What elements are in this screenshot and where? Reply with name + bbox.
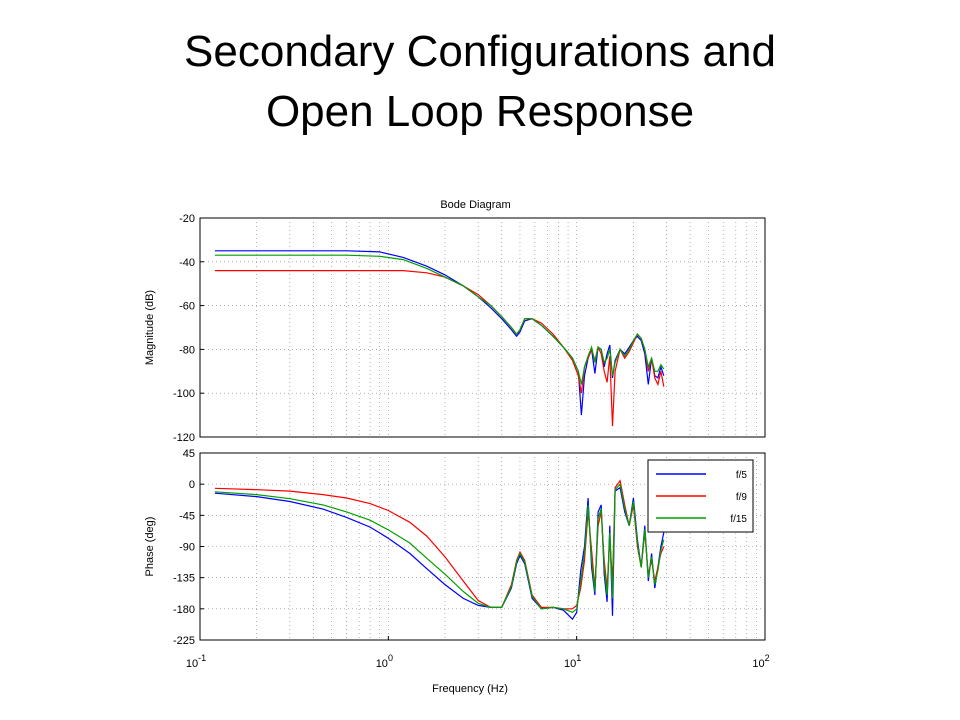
x-axis-label: Frequency (Hz): [432, 683, 508, 695]
x-tick-label-base: 10: [752, 658, 764, 670]
phase-y-tick-label: -135: [173, 573, 195, 585]
x-tick-label-exp: -1: [198, 653, 206, 663]
x-tick-label-base: 10: [564, 658, 576, 670]
slide-title-line-1: Secondary Configurations and: [184, 27, 776, 76]
magnitude-panel: -20 -40 -60 -80 -100 -120 Magnitude (dB) Bode D…: [144, 199, 766, 444]
magnitude-y-tick-label: -100: [173, 388, 195, 400]
legend-entry: f/9: [736, 492, 748, 503]
magnitude-y-axis-label: Magnitude (dB): [144, 290, 156, 365]
phase-y-tick-label: 45: [183, 448, 195, 460]
phase-y-tick-label: -225: [173, 635, 195, 647]
legend-entry: f/5: [736, 470, 748, 481]
slide-title-line-2: Open Loop Response: [265, 87, 695, 136]
legend-entry: f/15: [730, 514, 747, 525]
phase-y-axis-label: Phase (deg): [144, 517, 156, 577]
chart-title: Bode Diagram: [440, 199, 510, 211]
phase-y-tick-label: -45: [179, 510, 195, 522]
x-tick-label-exp: 0: [388, 653, 393, 663]
magnitude-y-tick-label: -40: [179, 257, 195, 269]
phase-y-tick-label: -180: [173, 604, 195, 616]
x-tick-label-exp: 1: [576, 653, 581, 663]
phase-series-f-15: [214, 482, 665, 613]
magnitude-series-f-15: [214, 254, 665, 385]
x-tick-label: 10-1: [186, 653, 206, 670]
slide-title: Secondary Configurations and Open Loop R…: [0, 22, 960, 142]
magnitude-y-tick-label: -120: [173, 432, 195, 444]
x-tick-label: 101: [564, 653, 581, 670]
x-tick-label-base: 10: [186, 658, 198, 670]
magnitude-plot-area: [199, 217, 766, 438]
x-tick-label: 100: [376, 653, 393, 670]
x-tick-label-exp: 2: [765, 653, 770, 663]
x-tick-label-base: 10: [376, 658, 388, 670]
magnitude-y-tick-label: -80: [179, 344, 195, 356]
x-tick-label: 102: [752, 653, 769, 670]
phase-y-tick-label: 0: [189, 479, 195, 491]
magnitude-y-tick-label: -60: [179, 301, 195, 313]
phase-y-tick-label: -90: [179, 542, 195, 554]
magnitude-y-tick-label: -20: [179, 213, 195, 225]
